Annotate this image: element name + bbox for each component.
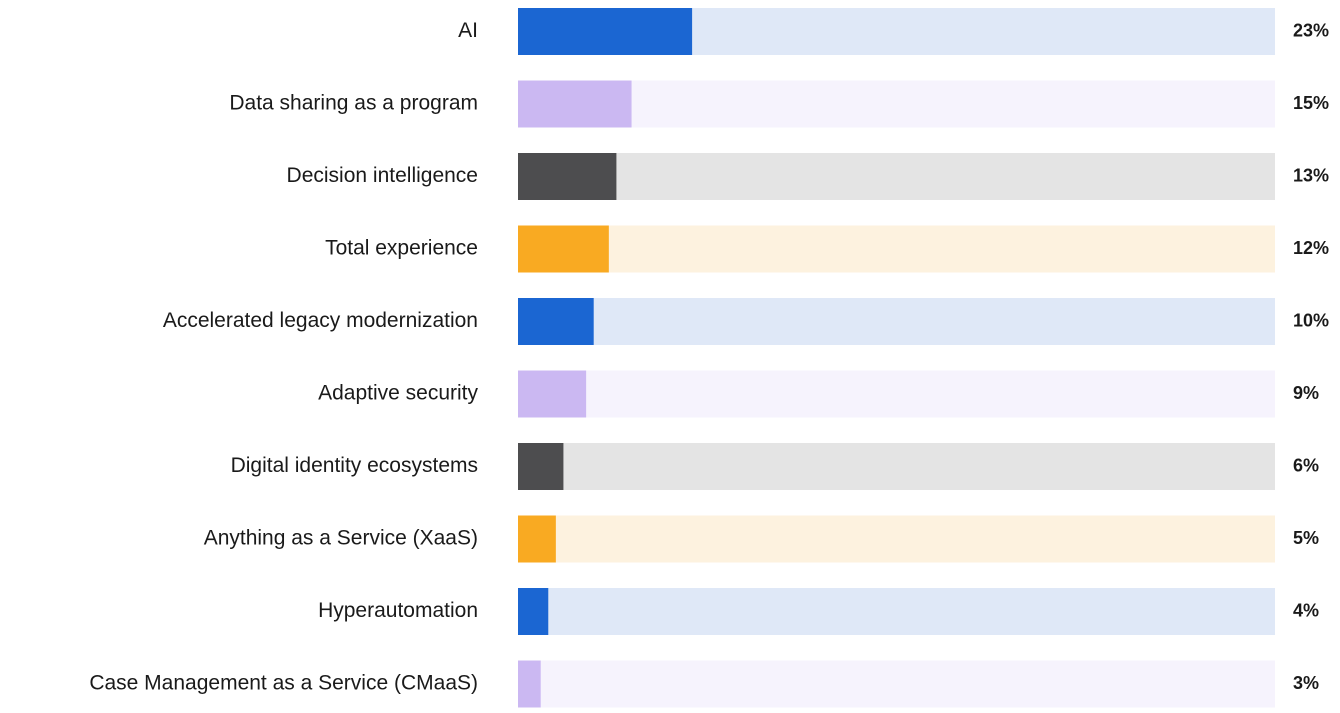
category-label: Anything as a Service (XaaS) xyxy=(204,527,478,550)
bar-track xyxy=(518,443,1275,490)
bar xyxy=(518,588,549,635)
value-label: 6% xyxy=(1293,455,1319,475)
category-label: Data sharing as a program xyxy=(229,92,478,115)
category-label: AI xyxy=(458,19,478,42)
value-label: 3% xyxy=(1293,673,1319,693)
category-label: Digital identity ecosystems xyxy=(231,454,478,477)
bar xyxy=(518,298,594,345)
bar xyxy=(518,8,693,55)
bar xyxy=(518,370,587,418)
value-label: 12% xyxy=(1293,238,1329,258)
category-label: Adaptive security xyxy=(318,382,478,405)
category-label: Accelerated legacy modernization xyxy=(163,309,478,332)
value-label: 5% xyxy=(1293,528,1319,548)
bar xyxy=(518,515,556,563)
bar-track xyxy=(518,660,1275,708)
bar-track xyxy=(518,370,1275,418)
bar xyxy=(518,443,564,490)
category-label: Case Management as a Service (CMaaS) xyxy=(89,672,478,695)
bar-track xyxy=(518,153,1275,200)
bar xyxy=(518,153,617,200)
category-label: Total experience xyxy=(325,237,478,260)
value-label: 4% xyxy=(1293,600,1319,620)
bar-track xyxy=(518,515,1275,563)
bar xyxy=(518,80,632,128)
value-label: 10% xyxy=(1293,310,1329,330)
value-label: 15% xyxy=(1293,93,1329,113)
value-label: 13% xyxy=(1293,165,1329,185)
bar-track xyxy=(518,588,1275,635)
bar xyxy=(518,225,609,273)
bar-track xyxy=(518,80,1275,128)
value-label: 23% xyxy=(1293,20,1329,40)
category-label: Hyperautomation xyxy=(318,599,478,622)
category-label: Decision intelligence xyxy=(287,164,478,187)
bar xyxy=(518,660,541,708)
bar-track xyxy=(518,225,1275,273)
value-label: 9% xyxy=(1293,383,1319,403)
bar-track xyxy=(518,298,1275,345)
